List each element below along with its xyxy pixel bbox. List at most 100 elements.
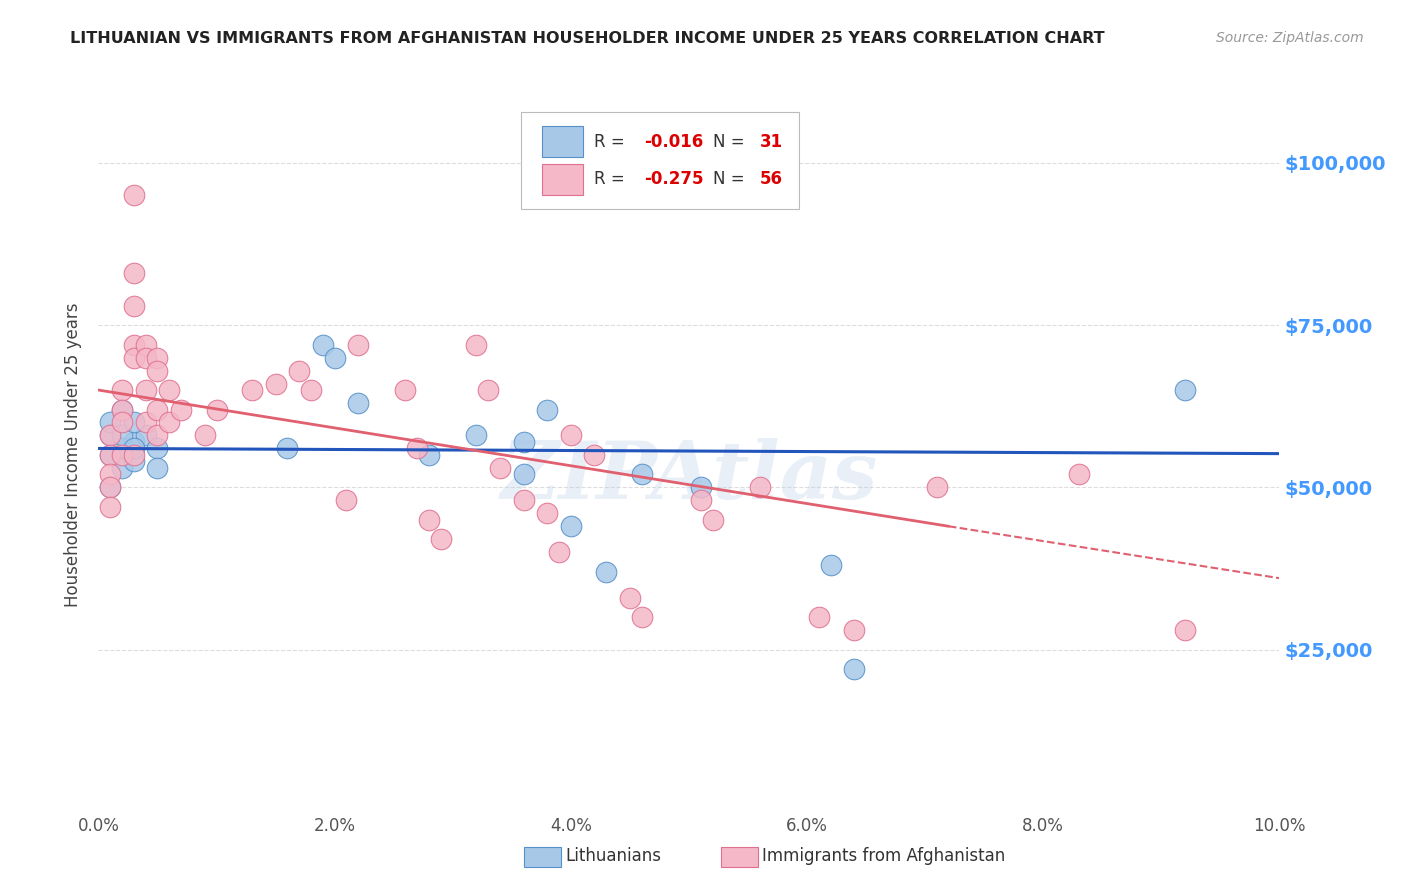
Text: R =: R = xyxy=(595,170,630,188)
Point xyxy=(548,545,571,559)
Text: -0.016: -0.016 xyxy=(644,133,703,151)
Point xyxy=(98,448,121,462)
Point xyxy=(418,513,440,527)
Point xyxy=(619,591,641,605)
Text: N =: N = xyxy=(713,133,749,151)
Point xyxy=(135,416,157,430)
Point xyxy=(146,351,169,365)
Point xyxy=(146,402,169,417)
Point xyxy=(689,480,711,494)
Text: ZIPAtlas: ZIPAtlas xyxy=(501,438,877,515)
Point xyxy=(347,337,370,351)
Point xyxy=(135,351,157,365)
Point xyxy=(465,337,488,351)
FancyBboxPatch shape xyxy=(543,126,582,157)
Point xyxy=(264,376,287,391)
Point xyxy=(135,337,157,351)
Point xyxy=(702,513,724,527)
Text: 31: 31 xyxy=(759,133,783,151)
Point xyxy=(630,610,652,624)
Point xyxy=(512,467,534,482)
Point xyxy=(418,448,440,462)
Point xyxy=(689,493,711,508)
Point xyxy=(111,461,134,475)
Point xyxy=(1067,467,1090,482)
Point xyxy=(299,383,322,397)
Point xyxy=(146,428,169,442)
Point xyxy=(111,428,134,442)
Point xyxy=(465,428,488,442)
Point xyxy=(157,383,180,397)
Point xyxy=(98,500,121,514)
Text: -0.275: -0.275 xyxy=(644,170,703,188)
Point xyxy=(98,416,121,430)
Point xyxy=(312,337,335,351)
Point xyxy=(98,467,121,482)
Point xyxy=(205,402,228,417)
Point xyxy=(98,428,121,442)
Point xyxy=(430,533,453,547)
Point xyxy=(844,623,866,637)
Point xyxy=(347,396,370,410)
Point xyxy=(536,506,558,520)
Point xyxy=(122,448,145,462)
Point xyxy=(583,448,606,462)
Text: LITHUANIAN VS IMMIGRANTS FROM AFGHANISTAN HOUSEHOLDER INCOME UNDER 25 YEARS CORR: LITHUANIAN VS IMMIGRANTS FROM AFGHANISTA… xyxy=(70,31,1105,46)
Point xyxy=(276,442,298,456)
Point xyxy=(512,434,534,449)
Text: N =: N = xyxy=(713,170,749,188)
Point xyxy=(122,416,145,430)
Point xyxy=(122,454,145,468)
Point xyxy=(122,188,145,202)
Point xyxy=(1174,383,1197,397)
Point xyxy=(512,493,534,508)
Point xyxy=(1174,623,1197,637)
Point xyxy=(807,610,830,624)
Point xyxy=(820,558,842,573)
Point xyxy=(630,467,652,482)
Text: R =: R = xyxy=(595,133,630,151)
Point xyxy=(111,442,134,456)
Point xyxy=(111,402,134,417)
FancyBboxPatch shape xyxy=(522,112,799,209)
Point xyxy=(122,434,145,449)
Point xyxy=(122,337,145,351)
Point xyxy=(335,493,357,508)
Point xyxy=(595,565,617,579)
Point xyxy=(146,442,169,456)
Point xyxy=(111,402,134,417)
Point xyxy=(288,363,311,377)
Point xyxy=(98,480,121,494)
Point xyxy=(135,428,157,442)
Point xyxy=(394,383,416,397)
Point xyxy=(170,402,193,417)
Point xyxy=(98,480,121,494)
Text: 56: 56 xyxy=(759,170,783,188)
Point xyxy=(536,402,558,417)
Point xyxy=(122,299,145,313)
Point xyxy=(477,383,499,397)
Point xyxy=(98,448,121,462)
Point xyxy=(844,662,866,676)
Point xyxy=(240,383,263,397)
Point xyxy=(122,442,145,456)
FancyBboxPatch shape xyxy=(543,164,582,195)
Point xyxy=(157,416,180,430)
Point xyxy=(111,383,134,397)
Point xyxy=(560,519,582,533)
Point xyxy=(489,461,512,475)
Point xyxy=(194,428,217,442)
Text: Immigrants from Afghanistan: Immigrants from Afghanistan xyxy=(762,847,1005,865)
Text: Lithuanians: Lithuanians xyxy=(565,847,661,865)
Point xyxy=(135,383,157,397)
Point xyxy=(925,480,948,494)
Point xyxy=(98,428,121,442)
Point xyxy=(146,461,169,475)
Y-axis label: Householder Income Under 25 years: Householder Income Under 25 years xyxy=(65,302,83,607)
Point xyxy=(146,363,169,377)
Point xyxy=(560,428,582,442)
Point xyxy=(406,442,429,456)
Point xyxy=(111,416,134,430)
Point xyxy=(323,351,346,365)
Point xyxy=(122,351,145,365)
